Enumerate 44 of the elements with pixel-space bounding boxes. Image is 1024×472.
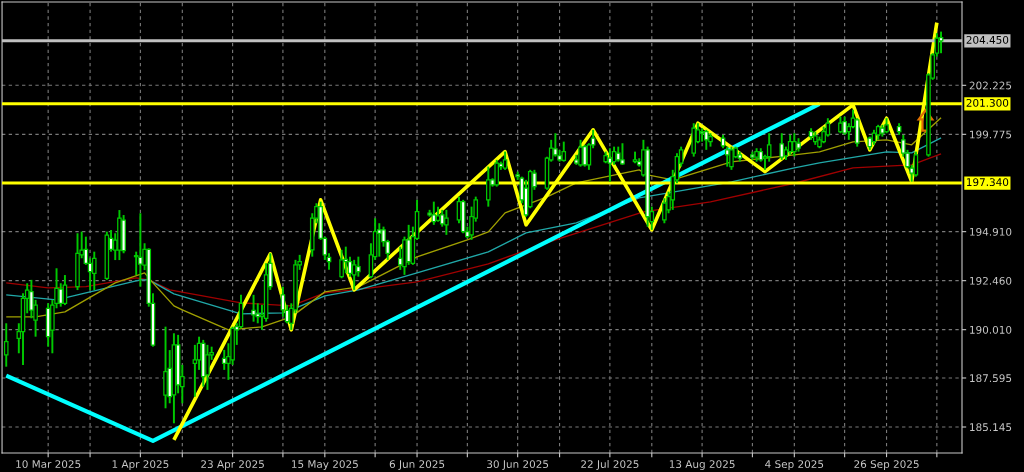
y-tick-label: 192.460 — [970, 276, 1012, 285]
x-tick-label: 23 Apr 2025 — [201, 460, 264, 471]
candlestick — [444, 208, 449, 236]
candlestick — [351, 258, 357, 291]
candlestick — [377, 222, 382, 258]
candlestick — [58, 282, 64, 308]
candlestick — [339, 248, 344, 280]
candlestick — [343, 245, 349, 275]
y-tick-label: 185.145 — [970, 423, 1012, 432]
candlestick — [561, 140, 567, 163]
candlestick — [356, 255, 361, 278]
x-tick-label: 10 Mar 2025 — [16, 460, 81, 469]
candlestick — [62, 274, 68, 307]
candlestick — [3, 322, 9, 368]
y-tick-label: 187.595 — [970, 374, 1012, 383]
x-tick-label: 22 Jul 2025 — [581, 459, 639, 470]
x-tick-label: 4 Sep 2025 — [765, 460, 824, 471]
candlestick — [582, 143, 588, 168]
candlestick — [205, 343, 210, 391]
ref-line-label: 197.340 — [966, 178, 1009, 187]
x-tick-label: 26 Sep 2025 — [854, 460, 919, 471]
candlestick — [729, 145, 734, 171]
candlestick — [842, 115, 847, 136]
candlestick — [553, 132, 558, 158]
candlestick — [620, 142, 625, 166]
candlestick — [486, 165, 491, 208]
x-tick-label: 6 Jun 2025 — [389, 460, 445, 470]
ref-line-label: 201.300 — [966, 98, 1009, 107]
candlestick — [502, 150, 508, 171]
candlestick — [792, 132, 797, 158]
candlestick — [494, 158, 499, 188]
candlestick — [91, 250, 97, 292]
x-tick-label: 13 Aug 2025 — [669, 460, 735, 471]
x-tick-label: 15 May 2025 — [292, 460, 358, 471]
y-tick-label: 202.225 — [969, 81, 1012, 90]
candlestick — [251, 293, 256, 323]
y-tick-label: 199.775 — [970, 130, 1012, 139]
candlestick — [406, 223, 411, 266]
x-tick-label: 1 Apr 2025 — [112, 460, 169, 471]
y-tick-label: 194.910 — [970, 227, 1012, 236]
x-tick-label: 30 Jun 2025 — [487, 460, 549, 470]
y-tick-label: 190.010 — [970, 325, 1012, 334]
ref-line-label: 204.450 — [966, 35, 1009, 44]
line-series — [5, 117, 942, 331]
